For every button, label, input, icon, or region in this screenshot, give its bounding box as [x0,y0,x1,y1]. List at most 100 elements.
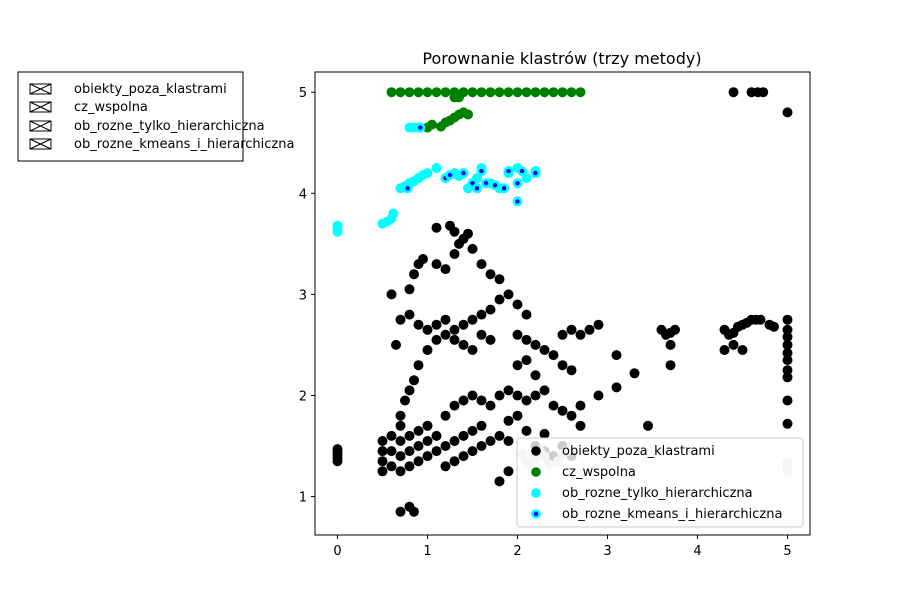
data-point-obiekty_poza_klastrami [413,441,424,451]
data-point-obiekty_poza_klastrami [782,348,793,358]
data-point-obiekty_poza_klastrami [449,456,460,467]
data-point-obiekty_poza_klastrami [449,324,460,335]
data-point-obiekty_poza_klastrami [503,385,514,396]
x-tick-label: 5 [783,544,791,559]
data-point-center-ob_rozne_kmeans_i_hierarchiczna [405,186,410,191]
data-point-cz_wspolna [539,87,550,98]
data-point-obiekty_poza_klastrami [665,339,676,350]
data-point-obiekty_poza_klastrami [584,324,595,335]
data-point-obiekty_poza_klastrami [404,284,415,295]
data-point-obiekty_poza_klastrami [440,441,451,451]
data-point-center-ob_rozne_kmeans_i_hierarchiczna [470,181,475,186]
outer-legend-icon-1 [29,83,52,95]
data-point-obiekty_poza_klastrami [485,436,496,446]
y-tick-label: 4 [299,187,307,202]
legend-label-common: cz_wspolna [562,465,636,480]
outer-legend-label-common: cz_wspolna [74,100,148,115]
data-point-obiekty_poza_klastrami [782,418,793,429]
data-point-obiekty_poza_klastrami [418,254,428,264]
data-point-obiekty_poza_klastrami [431,319,442,330]
data-point-center-ob_rozne_kmeans_i_hierarchiczna [506,168,511,174]
data-point-obiekty_poza_klastrami [386,430,397,441]
data-point-obiekty_poza_klastrami [404,385,415,396]
data-point-obiekty_poza_klastrami [485,334,496,345]
data-point-cz_wspolna [530,87,541,98]
data-point-obiekty_poza_klastrami [395,451,406,462]
data-point-obiekty_poza_klastrami [611,382,622,393]
data-point-obiekty_poza_klastrami [782,365,793,376]
data-point-obiekty_poza_klastrami [449,400,460,411]
data-point-obiekty_poza_klastrami [665,360,676,371]
data-point-obiekty_poza_klastrami [458,319,469,330]
data-point-obiekty_poza_klastrami [530,339,541,350]
data-point-obiekty_poza_klastrami [458,339,469,350]
data-point-center-ob_rozne_kmeans_i_hierarchiczna [461,170,466,176]
data-point-obiekty_poza_klastrami [377,436,388,446]
data-point-obiekty_poza_klastrami [422,436,433,446]
y-tick-label: 3 [299,288,307,303]
data-point-obiekty_poza_klastrami [440,461,451,472]
legend-marker-common [531,467,541,477]
data-point-obiekty_poza_klastrami [494,430,505,441]
data-point-obiekty_poza_klastrami [409,269,419,280]
data-point-obiekty_poza_klastrami [755,314,766,325]
data-point-cz_wspolna [575,87,586,98]
y-tick-label: 2 [299,389,307,404]
data-point-obiekty_poza_klastrami [782,395,793,406]
data-point-obiekty_poza_klastrami [404,446,415,457]
data-point-obiekty_poza_klastrami [431,334,442,345]
outer-legend-box [17,71,244,162]
data-point-obiekty_poza_klastrami [449,226,460,237]
data-point-obiekty_poza_klastrami [485,400,496,411]
data-point-obiekty_poza_klastrami [521,355,532,366]
data-point-obiekty_poza_klastrami [476,309,487,320]
axis-ticks: 0 1 2 3 4 5 1 2 3 4 5 [299,86,792,559]
data-point-obiekty_poza_klastrami [557,405,568,416]
data-point-obiekty_poza_klastrami [431,222,442,233]
data-point-ob_rozne_tylko_hierarchiczna [332,220,343,231]
data-point-center-ob_rozne_kmeans_i_hierarchiczna [533,170,538,176]
data-point-cz_wspolna [427,119,437,130]
chart-title: Porownanie klastrów (trzy metody) [422,49,701,68]
outer-legend-icon-4 [29,138,52,150]
x-tick-label: 1 [423,544,431,559]
data-point-obiekty_poza_klastrami [476,329,487,340]
data-point-obiekty_poza_klastrami [737,345,748,355]
data-point-ob_rozne_tylko_hierarchiczna [388,208,399,219]
data-point-obiekty_poza_klastrami [422,420,433,431]
data-point-obiekty_poza_klastrami [395,420,406,431]
data-point-obiekty_poza_klastrami [467,243,478,254]
data-point-obiekty_poza_klastrami [521,334,532,345]
data-point-obiekty_poza_klastrami [566,365,577,376]
data-point-obiekty_poza_klastrami [494,476,505,487]
data-point-obiekty_poza_klastrami [782,355,793,366]
data-point-center-ob_rozne_kmeans_i_hierarchiczna [515,181,520,186]
data-point-cz_wspolna [454,92,464,103]
data-point-cz_wspolna [557,87,568,98]
data-point-obiekty_poza_klastrami [512,390,523,401]
data-point-obiekty_poza_klastrami [386,289,397,300]
data-point-obiekty_poza_klastrami [503,289,514,300]
data-point-obiekty_poza_klastrami [458,430,469,441]
data-point-obiekty_poza_klastrami [395,506,406,517]
legend-marker-kmeans-hier-center [533,511,539,517]
data-point-obiekty_poza_klastrami [548,350,559,361]
data-point-obiekty_poza_klastrami [476,259,487,270]
data-point-obiekty_poza_klastrami [422,324,433,335]
data-point-obiekty_poza_klastrami [539,345,550,355]
data-point-center-ob_rozne_kmeans_i_hierarchiczna [501,186,507,191]
data-point-obiekty_poza_klastrami [467,425,478,436]
data-point-obiekty_poza_klastrami [391,339,401,350]
data-point-obiekty_poza_klastrami [431,259,442,270]
data-point-obiekty_poza_klastrami [440,314,451,325]
data-point-obiekty_poza_klastrami [413,456,424,467]
data-point-cz_wspolna [413,87,424,98]
data-point-obiekty_poza_klastrami [629,368,640,379]
data-point-obiekty_poza_klastrami [782,339,793,350]
data-point-cz_wspolna [431,87,442,98]
data-point-obiekty_poza_klastrami [503,436,514,446]
legend-marker-outside [531,446,541,456]
data-point-cz_wspolna [395,87,406,98]
data-point-obiekty_poza_klastrami [670,324,680,335]
data-point-cz_wspolna [494,87,505,98]
